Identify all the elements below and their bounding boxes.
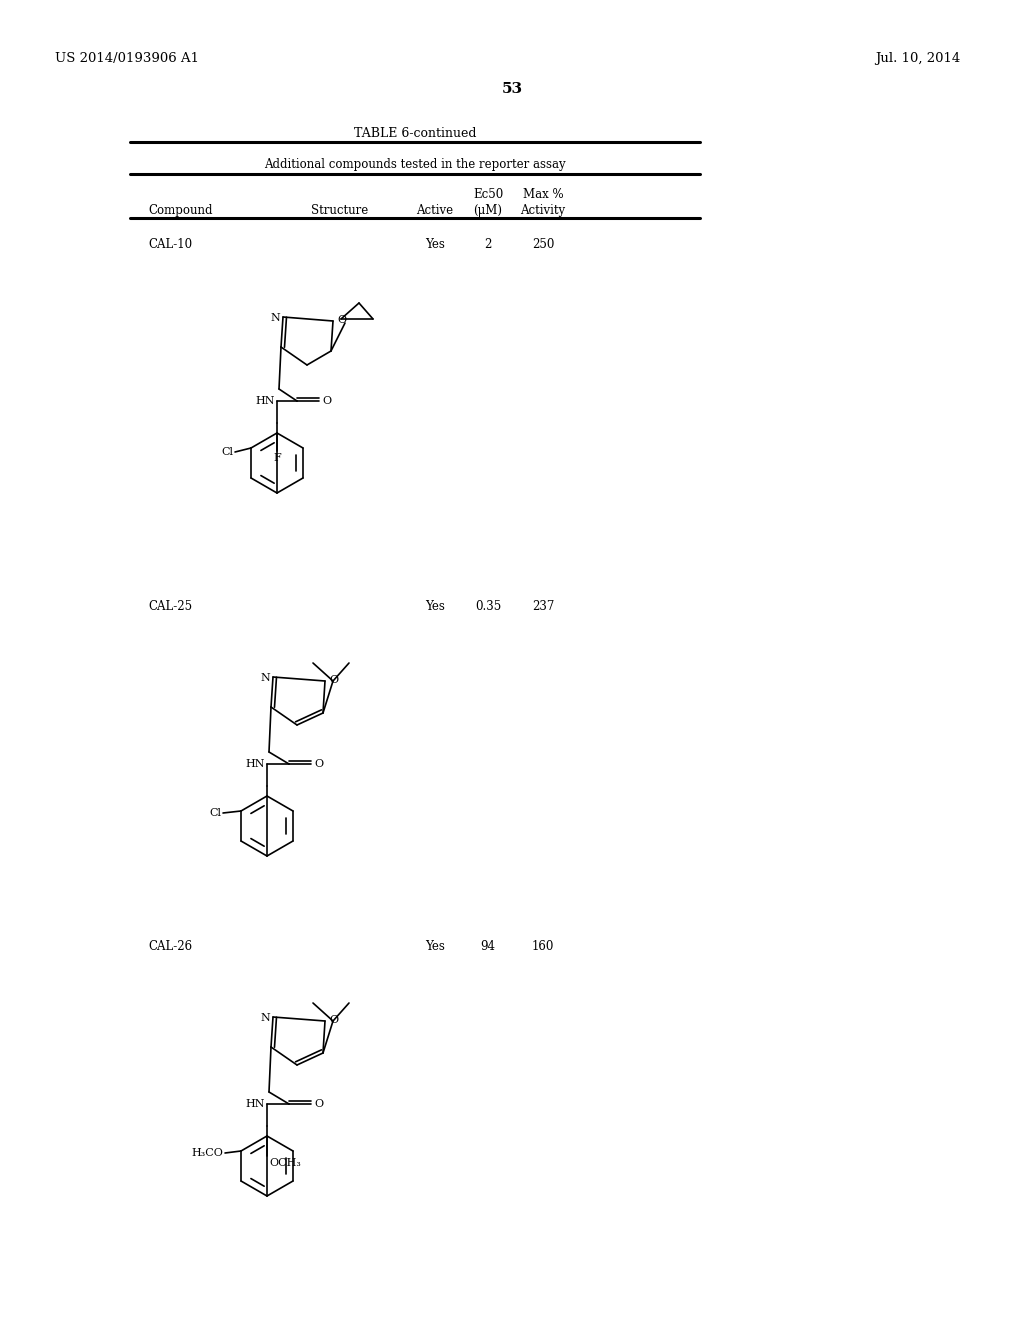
Text: Compound: Compound (148, 205, 213, 216)
Text: 53: 53 (502, 82, 522, 96)
Text: CAL-26: CAL-26 (148, 940, 193, 953)
Text: HN: HN (246, 1100, 265, 1109)
Text: O: O (314, 759, 324, 770)
Text: TABLE 6-continued: TABLE 6-continued (353, 127, 476, 140)
Text: 250: 250 (531, 238, 554, 251)
Text: CAL-10: CAL-10 (148, 238, 193, 251)
Text: Cl: Cl (221, 447, 233, 457)
Text: F: F (273, 453, 281, 463)
Text: Jul. 10, 2014: Jul. 10, 2014 (874, 51, 961, 65)
Text: HN: HN (246, 759, 265, 770)
Text: OCH₃: OCH₃ (269, 1158, 301, 1168)
Text: US 2014/0193906 A1: US 2014/0193906 A1 (55, 51, 199, 65)
Text: 2: 2 (484, 238, 492, 251)
Text: Max %: Max % (522, 187, 563, 201)
Text: Yes: Yes (425, 601, 445, 612)
Text: 160: 160 (531, 940, 554, 953)
Text: N: N (270, 313, 280, 323)
Text: O: O (322, 396, 331, 407)
Text: N: N (260, 1012, 270, 1023)
Text: Yes: Yes (425, 238, 445, 251)
Text: O: O (329, 1015, 338, 1026)
Text: (μM): (μM) (473, 205, 503, 216)
Text: Ec50: Ec50 (473, 187, 503, 201)
Text: Structure: Structure (311, 205, 369, 216)
Text: 94: 94 (480, 940, 496, 953)
Text: 237: 237 (531, 601, 554, 612)
Text: CAL-25: CAL-25 (148, 601, 193, 612)
Text: O: O (337, 315, 346, 325)
Text: Active: Active (417, 205, 454, 216)
Text: Additional compounds tested in the reporter assay: Additional compounds tested in the repor… (264, 158, 566, 172)
Text: O: O (314, 1100, 324, 1109)
Text: N: N (260, 673, 270, 682)
Text: Cl: Cl (209, 808, 221, 818)
Text: Activity: Activity (520, 205, 565, 216)
Text: 0.35: 0.35 (475, 601, 501, 612)
Text: HN: HN (256, 396, 275, 407)
Text: H₃CO: H₃CO (191, 1148, 223, 1158)
Text: O: O (329, 675, 338, 685)
Text: Yes: Yes (425, 940, 445, 953)
